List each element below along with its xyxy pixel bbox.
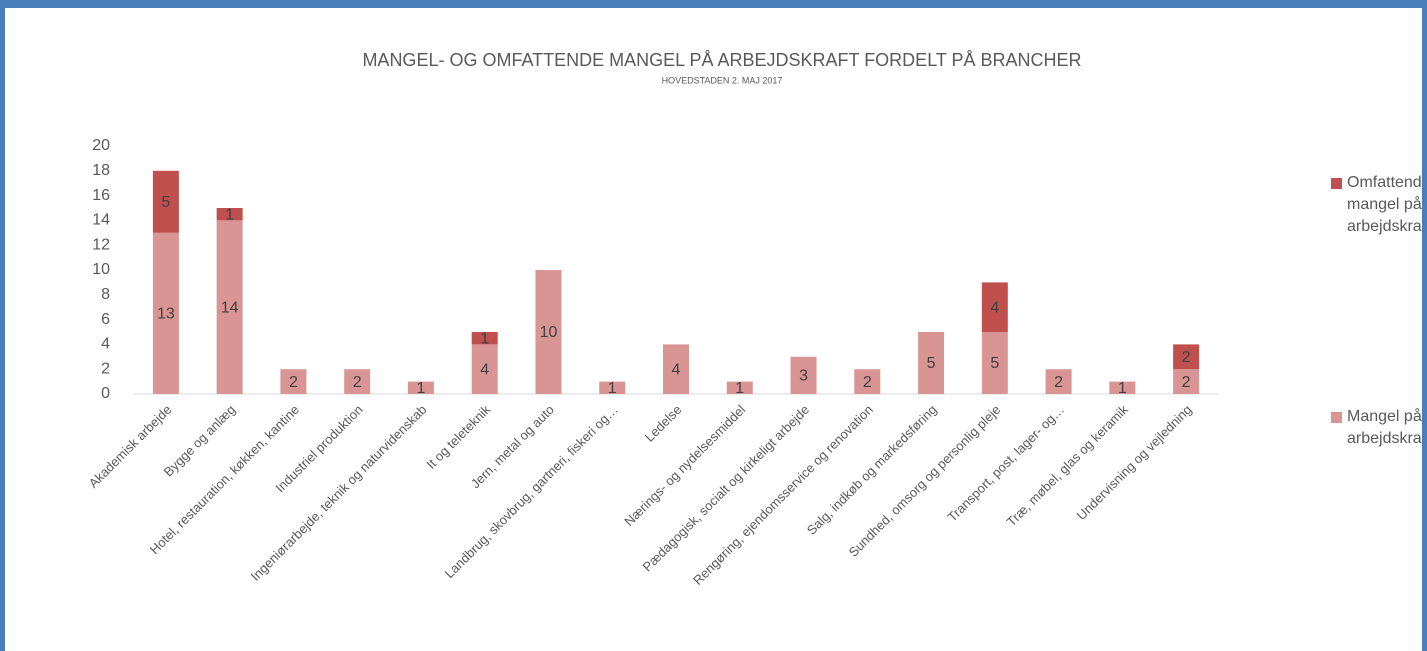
legend-label: Mangel på arbejdskraft <box>1347 408 1427 447</box>
x-tick-label: Transport, post, lager- og… <box>944 402 1067 525</box>
bar-segment <box>981 282 1008 332</box>
bar-segment <box>471 332 498 345</box>
chart-title: MANGEL- OG OMFATTENDE MANGEL PÅ ARBEJDSK… <box>362 50 1081 70</box>
chart-subtitle: HOVEDSTADEN 2. MAJ 2017 <box>662 75 783 85</box>
bar-segment <box>1173 369 1200 394</box>
y-tick-label: 6 <box>101 311 110 328</box>
data-label: 2 <box>863 374 872 391</box>
bar-segment <box>790 356 817 394</box>
data-label: 3 <box>799 368 808 385</box>
bar-segment <box>471 344 498 394</box>
data-label: 1 <box>1118 380 1127 397</box>
bar-segment <box>216 220 243 394</box>
bar-segment <box>152 232 179 394</box>
y-tick-label: 8 <box>101 286 110 303</box>
y-tick-label: 14 <box>92 212 110 229</box>
y-tick-label: 10 <box>92 261 110 278</box>
data-label: 14 <box>221 299 239 316</box>
data-label: 4 <box>990 299 999 316</box>
x-tick-label: It og teleteknik <box>423 402 493 472</box>
bar-segment <box>1173 344 1200 370</box>
data-label: 1 <box>225 206 234 223</box>
data-label: 4 <box>672 361 681 378</box>
data-label: 4 <box>480 361 489 378</box>
data-label: 10 <box>540 324 558 341</box>
x-tick-label: Akademisk arbejde <box>86 402 175 491</box>
data-label: 1 <box>608 380 617 397</box>
data-label: 2 <box>1182 374 1191 391</box>
x-tick-label: Ledelse <box>642 402 685 445</box>
y-tick-label: 0 <box>101 385 110 402</box>
bar-segment <box>344 369 371 394</box>
bar-segment <box>981 332 1008 394</box>
x-tick-label: Træ, møbel, glas og keramik <box>1004 402 1132 530</box>
y-tick-label: 2 <box>101 360 110 377</box>
data-label: 2 <box>353 374 362 391</box>
x-tick-label: Undervisning og vejledning <box>1074 402 1195 523</box>
bar-segment <box>1045 369 1072 394</box>
data-label: 2 <box>1182 349 1191 366</box>
y-tick-label: 16 <box>92 187 110 204</box>
y-tick-label: 12 <box>92 236 110 253</box>
data-label: 2 <box>1054 374 1063 391</box>
data-label: 5 <box>990 355 999 372</box>
bar-segment <box>918 332 945 394</box>
chart: MANGEL- OG OMFATTENDE MANGEL PÅ ARBEJDSK… <box>86 50 1218 588</box>
x-tick-label: Salg, indkøb og markedsføring <box>804 402 940 538</box>
bar-segment <box>152 170 179 233</box>
data-label: 13 <box>157 306 175 323</box>
data-label: 1 <box>735 380 744 397</box>
y-tick-label: 18 <box>92 162 110 179</box>
data-label: 2 <box>289 374 298 391</box>
legend-label: Omfattende mangel på arbejdskraft <box>1347 174 1427 235</box>
data-label: 1 <box>480 330 489 347</box>
bar-segment <box>216 208 243 221</box>
data-label: 5 <box>927 355 936 372</box>
bar-segment <box>1109 381 1136 394</box>
y-tick-label: 20 <box>92 137 110 154</box>
bar-segment <box>535 270 562 394</box>
bar-segment <box>599 381 626 394</box>
legend-swatch <box>1331 178 1342 189</box>
bar-segment <box>407 381 434 394</box>
legend-swatch <box>1331 412 1342 423</box>
data-label: 1 <box>416 380 425 397</box>
bar-segment <box>726 381 753 394</box>
y-tick-label: 4 <box>101 336 110 353</box>
bar-segment <box>854 369 881 394</box>
data-label: 5 <box>161 194 170 211</box>
x-tick-label: Nærings- og nydelsesmiddel <box>621 402 748 529</box>
bar-segment <box>663 344 689 394</box>
bar-segment <box>280 369 307 394</box>
